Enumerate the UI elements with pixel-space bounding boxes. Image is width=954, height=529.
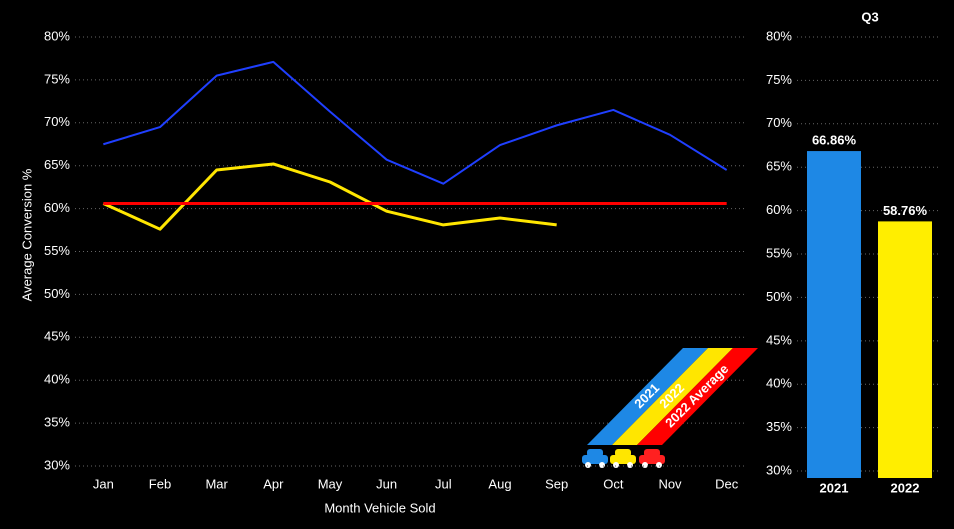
x-tick-label: Sep	[545, 476, 568, 491]
value-label: 66.86%	[812, 133, 857, 148]
x-tick-label: Apr	[263, 476, 284, 491]
car-icon	[582, 449, 608, 468]
x-tick-label: Jun	[376, 476, 397, 491]
x-tick-label: Jan	[93, 476, 114, 491]
y-tick-label: 80%	[44, 28, 70, 43]
y-tick-label: 60%	[44, 200, 70, 215]
y-tick-label: 55%	[44, 243, 70, 258]
y-tick-label: 30%	[44, 457, 70, 472]
legend-stripe	[612, 348, 733, 445]
legend-stripe	[637, 348, 758, 445]
bar-title: Q3	[861, 9, 878, 24]
y-tick-label: 80%	[766, 28, 792, 43]
y-tick-label: 60%	[766, 202, 792, 217]
x-tick-label: Nov	[658, 476, 682, 491]
x-tick-label: May	[318, 476, 343, 491]
value-label: 58.76%	[883, 203, 928, 218]
y-tick-label: 35%	[766, 419, 792, 434]
x-axis-label: Month Vehicle Sold	[324, 500, 435, 515]
x-tick-label: Dec	[715, 476, 739, 491]
legend-stripe	[587, 348, 708, 445]
bar	[878, 221, 932, 479]
y-tick-label: 65%	[44, 157, 70, 172]
y-tick-label: 75%	[766, 72, 792, 87]
y-tick-label: 30%	[766, 462, 792, 477]
car-icon	[610, 449, 636, 468]
y-tick-label: 40%	[44, 372, 70, 387]
y-tick-label: 65%	[766, 159, 792, 174]
car-icon	[639, 449, 665, 468]
y-axis-label: Average Conversion %	[19, 168, 34, 301]
x-tick-label: 2021	[820, 480, 849, 495]
series-line	[103, 60, 728, 185]
y-tick-label: 50%	[766, 289, 792, 304]
y-tick-label: 45%	[44, 329, 70, 344]
x-tick-label: Jul	[435, 476, 452, 491]
y-tick-label: 35%	[44, 415, 70, 430]
car-icons	[582, 449, 665, 468]
y-tick-label: 70%	[766, 115, 792, 130]
y-tick-label: 50%	[44, 286, 70, 301]
x-tick-label: 2022	[891, 480, 920, 495]
series-line	[102, 162, 557, 231]
y-tick-label: 55%	[766, 245, 792, 260]
y-tick-label: 45%	[766, 332, 792, 347]
y-tick-label: 40%	[766, 376, 792, 391]
y-tick-label: 75%	[44, 71, 70, 86]
x-tick-label: Mar	[205, 476, 228, 491]
x-tick-label: Aug	[488, 476, 511, 491]
bar	[807, 151, 861, 478]
x-tick-label: Feb	[149, 476, 171, 491]
y-tick-label: 70%	[44, 114, 70, 129]
x-tick-label: Oct	[603, 476, 624, 491]
